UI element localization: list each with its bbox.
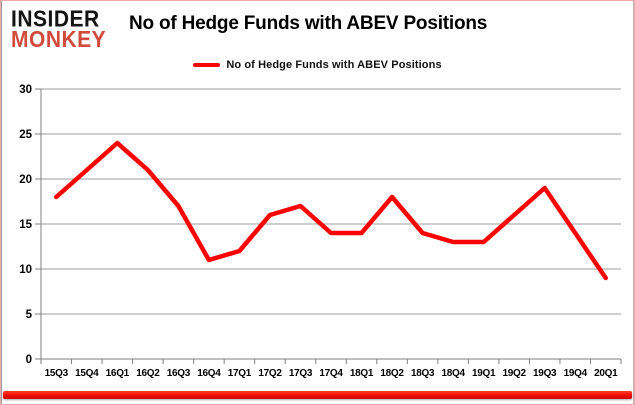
x-tick-label: 16Q2 [136, 368, 160, 379]
x-tick-label: 17Q1 [228, 368, 252, 379]
x-tick-label: 19Q4 [564, 368, 588, 379]
x-tick-label: 19Q2 [503, 368, 527, 379]
x-tick-label: 20Q1 [594, 368, 618, 379]
x-tick-label: 18Q4 [441, 368, 465, 379]
x-tick-label: 18Q1 [350, 368, 374, 379]
x-tick-label: 18Q2 [380, 368, 404, 379]
y-tick-label: 20 [19, 174, 32, 186]
logo-line-monkey: MONKEY [11, 27, 107, 53]
y-tick-label: 30 [19, 84, 32, 96]
y-tick-label: 0 [26, 354, 32, 366]
x-tick-label: 16Q1 [106, 368, 130, 379]
y-tick-label: 15 [19, 219, 32, 231]
y-tick-label: 10 [19, 264, 32, 276]
x-tick-label: 16Q3 [167, 368, 191, 379]
x-tick-label: 15Q3 [45, 368, 69, 379]
x-tick-label: 17Q4 [319, 368, 343, 379]
x-tick-label: 15Q4 [75, 368, 99, 379]
legend-label: No of Hedge Funds with ABEV Positions [226, 59, 442, 71]
x-tick-label: 17Q2 [258, 368, 282, 379]
x-tick-label: 19Q1 [472, 368, 496, 379]
x-tick-label: 16Q4 [197, 368, 221, 379]
chart-title: No of Hedge Funds with ABEV Positions [129, 13, 488, 34]
x-tick-label: 19Q3 [533, 368, 557, 379]
x-tick-label: 17Q3 [289, 368, 313, 379]
y-tick-label: 5 [26, 309, 33, 321]
x-tick-label: 18Q3 [411, 368, 435, 379]
y-tick-label: 25 [19, 129, 32, 141]
logo-line-insider: INSIDER [11, 6, 100, 32]
insider-monkey-logo: INSIDER MONKEY [11, 6, 107, 53]
chart-legend: No of Hedge Funds with ABEV Positions [1, 59, 634, 71]
red-frame-bar [3, 391, 632, 399]
legend-line-swatch-icon [193, 63, 221, 67]
data-series-line [54, 140, 608, 281]
